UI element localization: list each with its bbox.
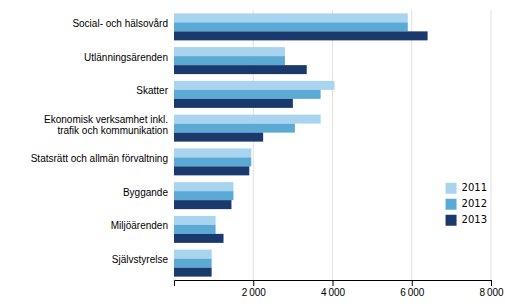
legend-label: 2012 [462, 198, 487, 209]
category-label: Social- och hälsovård [72, 18, 168, 29]
bar [174, 148, 251, 157]
bar [174, 90, 321, 99]
bar [174, 200, 231, 209]
legend-label: 2011 [462, 182, 487, 193]
bar [174, 182, 233, 191]
category-tick: Social- och hälsovård [72, 18, 168, 29]
tick-label: 4 000 [321, 287, 346, 298]
legend-item: 2012 [446, 198, 487, 209]
category-tick: Utlänningsärenden [84, 52, 168, 63]
bar [174, 65, 307, 74]
category-tick: Ekonomisk verksamhet inkl.trafik och kom… [44, 114, 168, 136]
bar [174, 234, 224, 243]
legend-swatch [446, 199, 457, 210]
bar [174, 31, 428, 40]
legend-label: 2013 [462, 214, 487, 225]
bars [174, 13, 428, 276]
tick-mark [491, 280, 492, 286]
bar [174, 13, 408, 22]
bar [174, 81, 334, 90]
legend-swatch [446, 183, 457, 194]
bar [174, 216, 216, 225]
category-label: Ekonomisk verksamhet inkl.trafik och kom… [44, 114, 168, 136]
tick: 4 000 [321, 280, 346, 298]
bar [174, 133, 263, 142]
legend-item: 2011 [446, 182, 487, 193]
grid-line [332, 10, 333, 280]
x-axis: 2 000 4 000 6 000 8 000 [175, 280, 505, 298]
tick-label: 8 000 [479, 287, 504, 298]
category-tick: Skatter [136, 85, 168, 96]
tick: 8 000 [479, 280, 504, 298]
y-axis: Social- och hälsovård Utlänningsärenden Sk… [31, 18, 169, 265]
bar [174, 47, 285, 56]
plot: 2 000 4 000 6 000 8 000 Social- och hälsovår… [31, 10, 504, 298]
tick-label: 6 000 [400, 287, 425, 298]
grid-line [411, 10, 412, 280]
category-tick: Miljöärenden [111, 220, 168, 231]
bar [174, 225, 216, 234]
bar-series [174, 22, 408, 267]
tick-mark [412, 280, 413, 286]
category-tick: Självstyrelse [112, 254, 169, 265]
bar [174, 268, 212, 277]
tick: 6 000 [400, 280, 425, 298]
bar-series [174, 31, 428, 276]
bar [174, 166, 249, 175]
category-label: Skatter [136, 85, 168, 96]
chart: 2 000 4 000 6 000 8 000 Social- och hälsovår… [0, 0, 505, 304]
axis-line [175, 281, 492, 287]
legend-item: 2013 [446, 214, 487, 225]
tick-mark [253, 280, 254, 286]
bar [174, 191, 233, 200]
bar [174, 259, 212, 268]
bar-series [174, 13, 408, 258]
category-label: Statsrätt och allmän förvaltning [31, 153, 168, 164]
bar [174, 99, 293, 108]
category-label: Självstyrelse [112, 254, 169, 265]
bar [174, 56, 285, 65]
category-label: Byggande [123, 187, 168, 198]
tick-mark [333, 280, 334, 286]
bar [174, 22, 408, 31]
bar [174, 250, 212, 259]
grid [253, 10, 491, 280]
category-label: Utlänningsärenden [84, 52, 168, 63]
bar [174, 115, 321, 124]
bar [174, 124, 295, 133]
bar [174, 157, 251, 166]
category-tick: Byggande [123, 187, 168, 198]
category-label: Miljöärenden [111, 220, 168, 231]
tick: 2 000 [242, 280, 267, 298]
legend-swatch [446, 215, 457, 226]
tick-label: 2 000 [242, 287, 267, 298]
grid-line [491, 10, 492, 280]
legend: 2011 2012 2013 [446, 182, 487, 225]
category-tick: Statsrätt och allmän förvaltning [31, 153, 168, 164]
